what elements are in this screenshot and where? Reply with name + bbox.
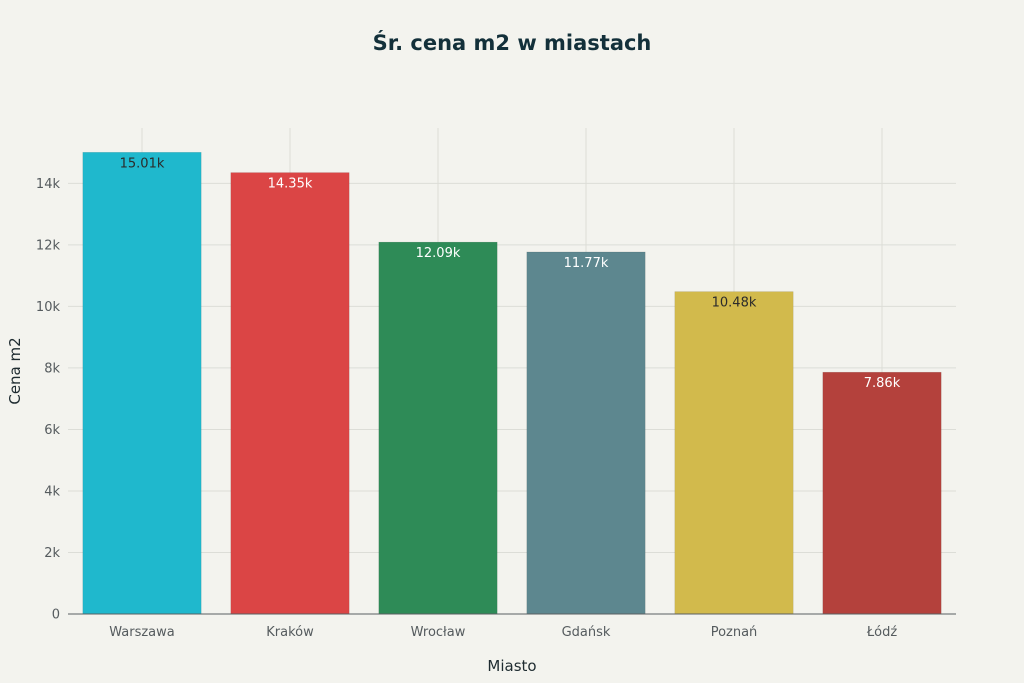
x-tick-label: Gdańsk [562,625,611,640]
y-tick-label: 10k [36,300,61,315]
x-axis-title: Miasto [487,657,536,675]
y-tick-label: 4k [44,484,60,499]
x-tick-label: Łódź [866,625,898,640]
bar-value-label: 12.09k [416,246,461,261]
bar-3 [378,241,498,615]
bars-layer [82,152,942,615]
labels-layer: 15.01k 14.35k 12.09k 11.77k 10.48k 7.86k [120,156,901,391]
x-tick-label: Kraków [266,625,314,640]
bar-value-label: 11.77k [564,256,609,271]
bar-value-label: 10.48k [712,296,757,311]
x-tick-label: Wrocław [411,625,466,640]
bar-2 [230,172,350,615]
bar-6 [822,371,942,615]
x-tick-label: Poznań [711,625,758,640]
y-tick-label: 14k [36,177,61,192]
y-tick-label: 0 [52,608,60,623]
y-tick-label: 12k [36,238,61,253]
bar-5 [674,291,794,615]
y-tick-label: 8k [44,361,60,376]
bar-4 [526,251,646,615]
chart-title: Śr. cena m2 w miastach [373,30,652,55]
axis-layer: 0 2k 4k 6k 8k 10k 12k 14k Warszawa Kraków Wrocław G… [36,177,956,640]
bar-value-label: 14.35k [268,177,313,192]
bar-value-label: 7.86k [864,376,901,391]
bar-1 [82,152,202,615]
x-tick-label: Warszawa [109,625,175,640]
y-tick-label: 6k [44,423,60,438]
bar-value-label: 15.01k [120,156,165,171]
y-axis-title: Cena m2 [6,337,24,404]
y-tick-label: 2k [44,546,60,561]
